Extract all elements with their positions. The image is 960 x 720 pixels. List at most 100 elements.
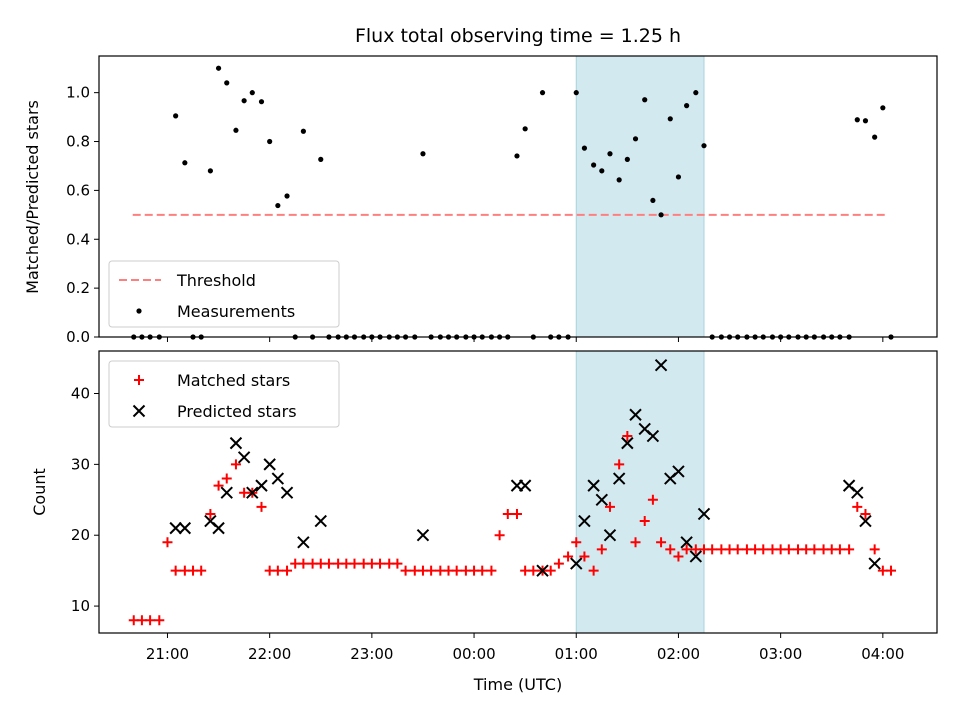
measurement-point — [591, 162, 597, 168]
matched-star-point — [349, 558, 360, 569]
predicted-star-point — [237, 451, 251, 464]
matched-star-point — [400, 565, 411, 576]
matched-star-point — [477, 565, 488, 576]
measurement-point — [173, 113, 179, 119]
predicted-star-point — [612, 472, 626, 485]
matched-star-point — [486, 565, 497, 576]
matched-star-point — [298, 558, 309, 569]
measurement-point — [581, 145, 588, 151]
matched-star-point — [886, 565, 897, 576]
predicted-star-point — [621, 436, 634, 450]
matched-star-point — [230, 459, 241, 470]
counts-y-axis-label: Count — [30, 468, 49, 516]
matched-star-point — [614, 459, 625, 470]
highlight-span — [575, 350, 705, 634]
matched-star-point — [511, 508, 522, 519]
matched-star-point — [809, 544, 820, 555]
predicted-star-point — [212, 521, 225, 535]
matched-star-point — [545, 565, 556, 576]
measurement-point — [675, 174, 682, 180]
matched-star-point — [732, 544, 743, 555]
matched-star-point — [256, 501, 267, 512]
predicted-star-point — [255, 479, 268, 492]
legend-label: Threshold — [176, 271, 256, 290]
y-tick-label: 0.8 — [66, 133, 90, 151]
predicted-star-point — [271, 472, 285, 485]
matched-star-point — [665, 544, 676, 555]
predicted-star-point — [314, 514, 327, 528]
measurement-point — [624, 156, 630, 162]
matched-star-point — [528, 565, 539, 576]
x-tick-label: 02:00 — [657, 645, 700, 663]
x-tick-label: 23:00 — [350, 645, 393, 663]
matched-star-point — [860, 508, 871, 519]
measurement-point — [241, 98, 247, 104]
y-tick-label: 30 — [71, 455, 90, 473]
measurement-point — [573, 90, 579, 96]
y-tick-label: 20 — [71, 526, 90, 544]
y-tick-label: 0.2 — [66, 279, 90, 297]
matched-star-point — [375, 558, 386, 569]
predicted-star-point — [263, 458, 276, 471]
ratio-y-axis-label: Matched/Predicted stars — [23, 100, 42, 294]
matched-star-point — [170, 565, 181, 576]
measurement-point — [267, 138, 273, 145]
highlight-span — [575, 55, 705, 338]
matched-star-point — [205, 508, 216, 519]
predicted-star-point — [416, 529, 430, 542]
predicted-star-point — [603, 529, 617, 542]
plot-frame — [98, 350, 938, 634]
measurement-point — [224, 80, 230, 86]
predicted-star-point — [697, 507, 711, 521]
series-matched-stars — [128, 431, 897, 626]
chart-title: Flux total observing time = 1.25 h — [355, 25, 681, 47]
matched-star-point — [426, 565, 437, 576]
matched-star-point — [656, 537, 667, 548]
legend-matched-key — [134, 375, 144, 385]
measurement-point — [275, 202, 281, 209]
matched-star-point — [272, 565, 283, 576]
measurement-point — [693, 90, 699, 96]
legend-label: Predicted stars — [177, 402, 297, 421]
measurement-point — [182, 160, 188, 166]
matched-star-point — [563, 551, 574, 562]
predicted-star-point — [297, 536, 310, 549]
matched-star-point — [154, 615, 165, 626]
matched-star-point — [145, 615, 156, 626]
predicted-star-point — [178, 521, 192, 535]
matched-star-point — [579, 551, 590, 562]
x-tick-label: 00:00 — [452, 645, 495, 663]
measurement-point — [658, 212, 664, 218]
measurement-point — [701, 143, 707, 149]
predicted-star-point — [680, 536, 693, 549]
measurement-point — [880, 105, 886, 111]
counts-panel: 10 20 30 40 21:00 22:00 23:00 00:00 01:00 02:00 03… — [30, 350, 938, 663]
y-tick-label: 1.0 — [66, 84, 90, 102]
predicted-star-point — [672, 465, 685, 478]
matched-star-point — [758, 544, 769, 555]
matched-star-point — [869, 544, 880, 555]
matched-star-point — [707, 544, 718, 555]
matched-star-point — [323, 558, 334, 569]
x-axis-label: Time (UTC) — [473, 675, 562, 694]
measurement-point — [854, 117, 860, 123]
predicted-star-point — [654, 358, 668, 372]
measurement-point — [632, 136, 639, 142]
matched-star-point — [604, 501, 615, 512]
measurement-point — [599, 168, 605, 174]
matched-star-point — [588, 565, 599, 576]
matched-star-point — [844, 544, 855, 555]
matched-star-point — [622, 431, 633, 442]
predicted-star-point — [689, 550, 703, 563]
predicted-star-point — [220, 486, 233, 499]
measurement-point — [872, 134, 878, 140]
measurement-point — [233, 127, 239, 133]
matched-star-point — [392, 558, 403, 569]
predicted-star-point — [536, 564, 549, 577]
matched-star-point — [596, 544, 607, 555]
x-tick-label: 22:00 — [248, 645, 291, 663]
measurement-point — [318, 156, 324, 162]
matched-star-point — [213, 480, 224, 491]
y-tick-label: 40 — [71, 385, 90, 403]
matched-star-point — [221, 473, 232, 484]
